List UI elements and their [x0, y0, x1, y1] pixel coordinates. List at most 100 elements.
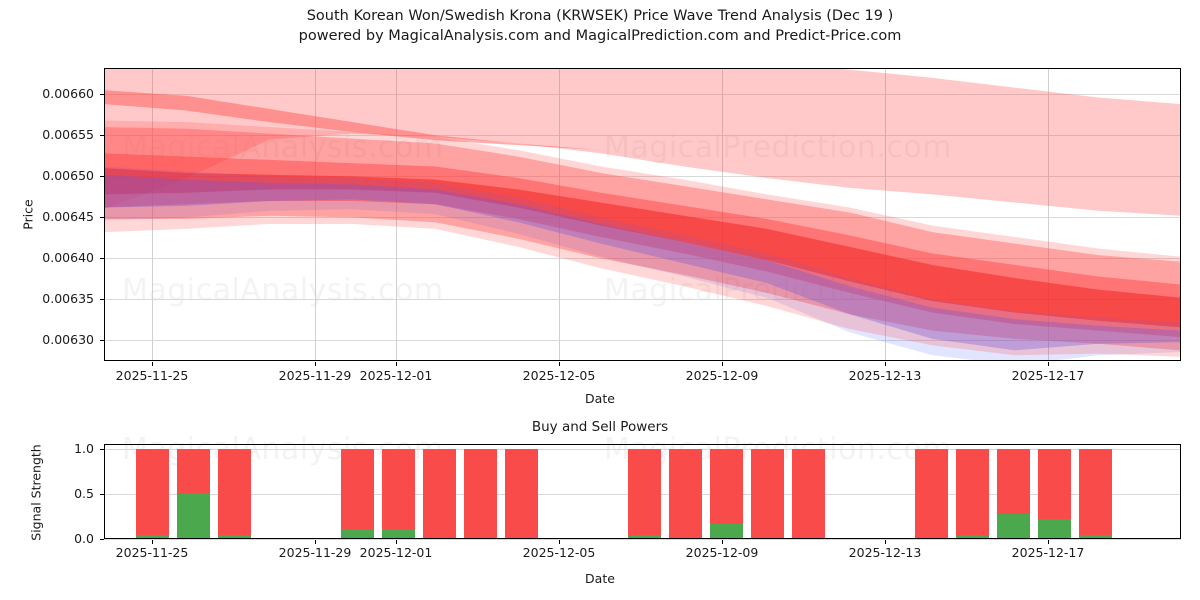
signal-x-tickmark — [885, 540, 886, 544]
signal-x-tickmark — [559, 540, 560, 544]
signal-gridline-h — [104, 539, 1181, 540]
title-line-1: South Korean Won/Swedish Krona (KRWSEK) … — [306, 8, 894, 24]
signal-chart-title: Buy and Sell Powers — [531, 419, 669, 435]
buy-power-bar[interactable] — [709, 523, 743, 539]
price-gridline-h — [104, 340, 1181, 342]
price-band-outer-upper-red — [104, 68, 1181, 216]
signal-x-tickmark — [315, 540, 316, 544]
price-x-tick-label: 2025-12-13 — [848, 368, 922, 383]
sell-power-bar[interactable] — [217, 449, 251, 535]
sell-power-bar[interactable] — [463, 449, 497, 539]
price-gridline-v — [315, 68, 316, 361]
price-x-tick-label: 2025-12-17 — [1011, 368, 1085, 383]
signal-y-tickmark — [100, 539, 104, 540]
price-y-tickmark — [100, 217, 104, 219]
signal-y-tickmark — [100, 494, 104, 496]
buy-power-bar[interactable] — [627, 535, 661, 539]
price-gridline-h — [104, 176, 1181, 178]
signal-y-tick-label: 0.0 — [74, 531, 94, 546]
price-y-tickmark — [100, 135, 104, 137]
sell-power-bar[interactable] — [381, 449, 415, 530]
signal-x-tick-label: 2025-11-29 — [278, 545, 352, 560]
signal-x-tickmark — [722, 540, 723, 544]
buy-power-bar[interactable] — [135, 534, 169, 539]
price-band-layer — [104, 68, 1181, 361]
sell-power-bar[interactable] — [996, 449, 1030, 514]
price-x-tickmark — [396, 362, 397, 366]
price-y-tickmark — [100, 340, 104, 342]
buy-power-bar[interactable] — [381, 529, 415, 539]
price-x-tickmark — [315, 362, 316, 366]
signal-x-tick-label: 2025-12-05 — [522, 545, 596, 560]
signal-x-tick-label: 2025-11-25 — [115, 545, 189, 560]
price-y-tickmark — [100, 176, 104, 178]
price-band-outer-blue — [104, 166, 1181, 361]
sell-power-bar[interactable] — [627, 449, 661, 536]
signal-x-tickmark — [152, 540, 153, 544]
signal-x-tick-label: 2025-12-13 — [848, 545, 922, 560]
price-y-tick-label: 0.00655 — [42, 127, 94, 143]
price-band-lower-outer-red — [104, 120, 1181, 357]
price-y-tickmark — [100, 258, 104, 260]
price-x-tickmark — [885, 362, 886, 366]
signal-x-tick-label: 2025-12-09 — [685, 545, 759, 560]
buy-power-bar[interactable] — [217, 534, 251, 539]
signal-y-tick-label: 0.5 — [74, 486, 94, 502]
sell-power-bar[interactable] — [504, 449, 538, 539]
sell-power-bar[interactable] — [1078, 449, 1112, 536]
price-band-wedge-red — [104, 90, 1181, 167]
buy-power-bar[interactable] — [340, 529, 374, 539]
buy-power-bar[interactable] — [1037, 519, 1071, 539]
price-gridline-h — [104, 258, 1181, 260]
price-x-tick-label: 2025-12-09 — [685, 368, 759, 383]
price-y-tick-label: 0.00635 — [42, 291, 94, 307]
price-x-tick-label: 2025-11-25 — [115, 368, 189, 383]
buy-power-bar[interactable] — [955, 534, 989, 539]
price-y-tick-label: 0.00650 — [42, 168, 94, 184]
price-y-axis-title: Price — [20, 199, 36, 230]
price-gridline-h — [104, 299, 1181, 301]
signal-y-axis-title: Signal Strength — [28, 444, 44, 541]
price-wave-chart: MagicalAnalysis.com MagicalPrediction.co… — [104, 68, 1181, 361]
price-gridline-v — [722, 68, 723, 361]
price-gridline-v — [396, 68, 397, 361]
price-band-inner-blue — [104, 174, 1181, 351]
sell-power-bar[interactable] — [955, 449, 989, 535]
sell-power-bar[interactable] — [340, 449, 374, 530]
price-band-mid-red — [104, 153, 1181, 338]
sell-power-bar[interactable] — [914, 449, 948, 539]
buy-power-bar[interactable] — [996, 513, 1030, 539]
sell-power-bar[interactable] — [135, 449, 169, 535]
buy-power-bar[interactable] — [176, 494, 210, 539]
price-y-tick-label: 0.00660 — [42, 86, 94, 102]
signal-x-tickmark — [396, 540, 397, 544]
price-x-tick-label: 2025-12-01 — [359, 368, 433, 383]
watermark-prediction-2: MagicalPrediction.com — [604, 273, 952, 308]
signal-x-tick-label: 2025-12-17 — [1011, 545, 1085, 560]
price-x-tickmark — [722, 362, 723, 366]
price-y-tickmark — [100, 299, 104, 301]
price-gridline-h — [104, 94, 1181, 96]
price-band-core-red — [104, 168, 1181, 328]
sell-power-bar[interactable] — [1037, 449, 1071, 520]
price-x-axis-title: Date — [585, 391, 615, 406]
sell-power-bar[interactable] — [791, 449, 825, 539]
price-plot-frame — [104, 68, 1181, 361]
price-x-tickmark — [559, 362, 560, 366]
sell-power-bar[interactable] — [176, 449, 210, 495]
sell-power-bar[interactable] — [668, 449, 702, 539]
price-gridline-v — [885, 68, 886, 361]
price-y-tick-label: 0.00640 — [42, 250, 94, 266]
price-y-tick-label: 0.00630 — [42, 332, 94, 348]
buy-power-bar[interactable] — [1078, 535, 1112, 539]
signal-y-tickmark — [100, 449, 104, 451]
title-line-2: powered by MagicalAnalysis.com and Magic… — [298, 28, 902, 44]
price-y-tick-label: 0.00645 — [42, 209, 94, 225]
price-gridline-v — [152, 68, 153, 361]
price-x-tick-label: 2025-11-29 — [278, 368, 352, 383]
sell-power-bar[interactable] — [750, 449, 784, 539]
price-gridline-v — [559, 68, 560, 361]
sell-power-bar[interactable] — [422, 449, 456, 539]
sell-power-bar[interactable] — [709, 449, 743, 524]
